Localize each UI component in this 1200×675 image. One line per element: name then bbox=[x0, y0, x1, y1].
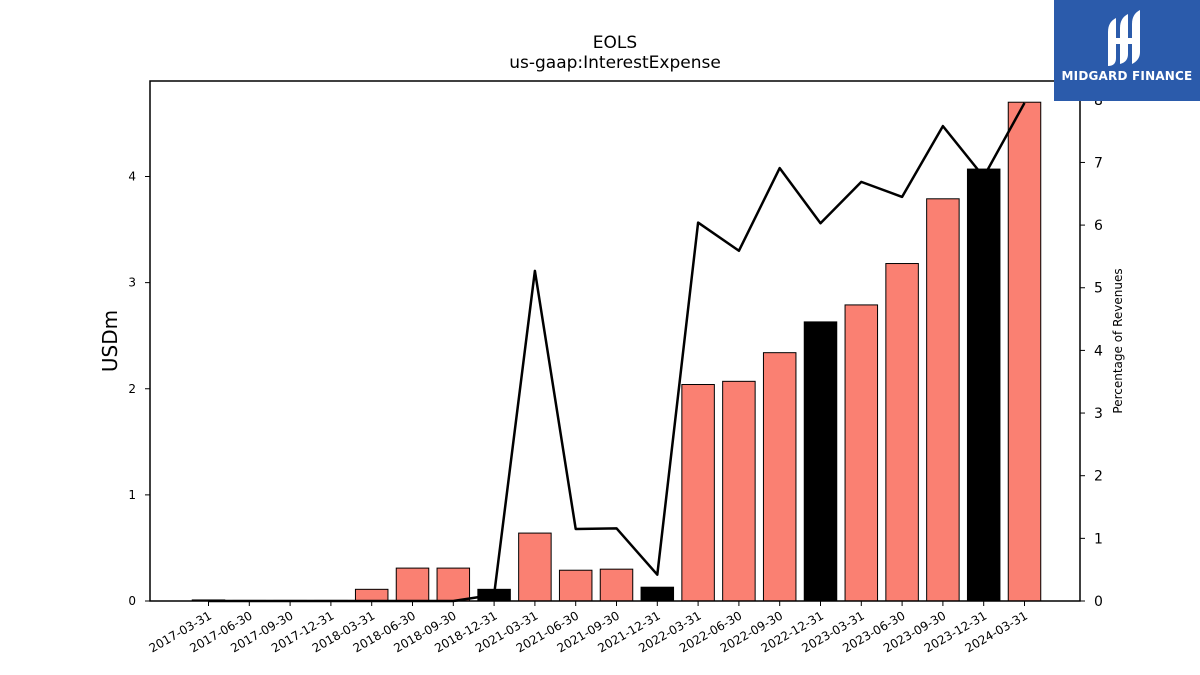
plot-frame bbox=[149, 80, 1081, 602]
y2-tick-label: 3 bbox=[1094, 406, 1103, 422]
bar bbox=[722, 380, 756, 602]
bar bbox=[1007, 101, 1042, 602]
y2-tick-label: 4 bbox=[1094, 343, 1103, 359]
y2-tick-label: 7 bbox=[1094, 155, 1103, 171]
y-tick-label: 1 bbox=[128, 488, 136, 502]
y2-tick-label: 6 bbox=[1094, 218, 1103, 234]
bar bbox=[803, 321, 838, 602]
y-tick-label: 2 bbox=[128, 382, 136, 396]
bar bbox=[599, 568, 634, 602]
bar bbox=[395, 567, 430, 602]
y2-axis-label: Percentage of Revenues bbox=[1111, 268, 1125, 413]
y2-tick-label: 2 bbox=[1094, 469, 1103, 485]
bar bbox=[640, 586, 675, 602]
bar bbox=[436, 567, 471, 602]
bar bbox=[885, 263, 919, 602]
bar bbox=[844, 304, 879, 602]
y2-tick-label: 5 bbox=[1094, 281, 1103, 297]
bar bbox=[966, 168, 1001, 602]
y-tick-label: 4 bbox=[128, 170, 136, 184]
chart-subtitle: us-gaap:InterestExpense bbox=[509, 53, 721, 73]
bar bbox=[926, 198, 960, 602]
y-axis-label: USDm bbox=[98, 310, 122, 372]
y-tick-label: 3 bbox=[128, 276, 136, 290]
midgard-finance-logo: MIDGARD FINANCE bbox=[1054, 0, 1200, 101]
logo-mark-icon bbox=[1108, 10, 1140, 66]
y2-tick-label: 1 bbox=[1094, 531, 1103, 547]
y-tick-label: 0 bbox=[128, 594, 136, 608]
logo-text: MIDGARD FINANCE bbox=[1061, 69, 1193, 83]
y2-tick-label: 0 bbox=[1094, 594, 1103, 610]
bar bbox=[518, 532, 552, 602]
bar bbox=[354, 588, 389, 602]
bar bbox=[681, 384, 715, 602]
chart-title: EOLS bbox=[593, 33, 637, 53]
bar bbox=[762, 352, 797, 602]
bar bbox=[558, 569, 593, 602]
